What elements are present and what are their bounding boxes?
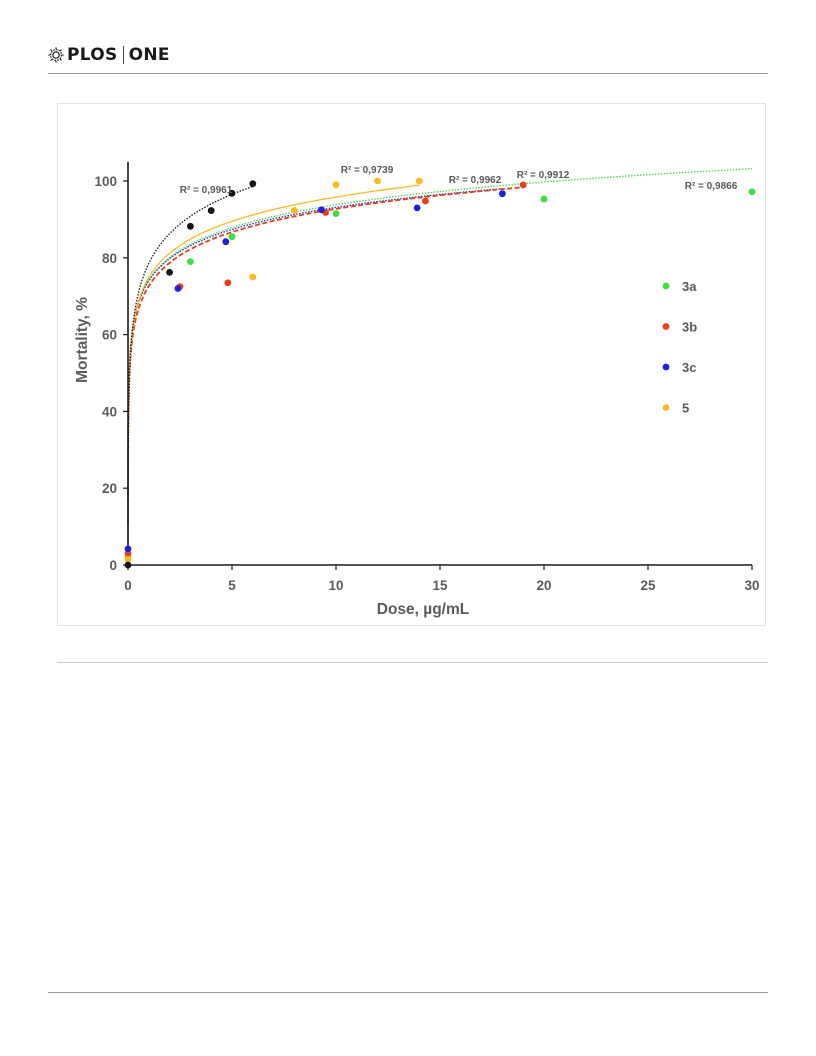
data-point-5	[124, 555, 132, 563]
r2-label-3b: R² = 0,9912	[517, 170, 570, 181]
data-point-unlabeled	[207, 207, 215, 214]
y-axis-title: Mortality, %	[74, 297, 91, 383]
data-point-5	[249, 273, 257, 281]
data-point-5	[332, 181, 340, 189]
page-footer-rule	[48, 992, 768, 993]
data-point-5	[415, 177, 423, 185]
x-tick-label: 20	[536, 578, 551, 593]
legend-marker-3c	[662, 363, 670, 371]
data-point-3c	[499, 190, 506, 198]
figure-frame	[57, 103, 766, 626]
legend-marker-3b	[662, 323, 670, 330]
legend-label-3a: 3a	[682, 279, 697, 294]
data-point-unlabeled	[124, 561, 132, 569]
plos-sunburst-icon	[48, 47, 64, 63]
data-point-3a	[748, 188, 756, 196]
data-point-unlabeled	[249, 180, 257, 188]
axes: 0 5 10 15 20 25 30 0 20 40 60 80 100	[94, 161, 760, 593]
trendline-3a	[127, 168, 753, 515]
legend-marker-3a	[662, 282, 670, 290]
legend-label-3c: 3c	[682, 360, 696, 375]
data-points	[124, 177, 756, 569]
header-rule	[48, 73, 768, 74]
data-point-5	[291, 207, 298, 214]
logo-one[interactable]: ONE	[128, 45, 170, 65]
x-axis-title: Dose, µg/mL	[377, 601, 469, 618]
legend-label-3b: 3b	[682, 320, 697, 335]
trendlines	[127, 168, 753, 565]
legend: 3a 3b 3c 5	[662, 279, 697, 416]
figure-bottom-rule	[57, 662, 768, 663]
data-point-3b	[224, 279, 232, 287]
data-point-unlabeled	[166, 268, 174, 276]
journal-header: PLOS ONE	[48, 40, 170, 70]
data-point-3b	[422, 197, 429, 205]
r2-label-3c: R² = 0,9962	[449, 175, 502, 186]
data-point-3c	[174, 285, 182, 292]
data-point-3a	[187, 258, 194, 266]
r2-label-5: R² = 0,9739	[341, 165, 394, 176]
r2-label-3a: R² = 0,9866	[685, 181, 738, 192]
data-point-3c	[222, 238, 230, 246]
trendline-3b	[127, 186, 524, 526]
x-tick-label: 25	[640, 578, 656, 593]
y-tick-label: 0	[109, 558, 117, 573]
legend-label-5: 5	[682, 401, 689, 416]
data-point-3a	[332, 210, 340, 218]
r2-labels: R² = 0,9866 R² = 0,9912 R² = 0,9962 R² = 0,…	[180, 165, 738, 196]
y-tick-label: 80	[102, 251, 117, 266]
data-point-3c	[318, 206, 325, 214]
data-point-3c	[413, 204, 421, 212]
logo-divider	[122, 46, 124, 64]
data-point-3c	[124, 545, 132, 553]
x-tick-label: 30	[744, 578, 759, 593]
data-point-3b	[519, 181, 527, 189]
r2-label-unlabeled: R² = 0,9961	[180, 185, 233, 196]
trendline-5	[127, 184, 420, 527]
trendline-3c	[127, 187, 503, 508]
x-tick-label: 0	[124, 578, 132, 593]
y-tick-label: 40	[102, 404, 117, 419]
data-point-3a	[540, 195, 548, 203]
trendline-unlabeled	[127, 185, 254, 565]
logo-plos[interactable]: PLOS	[67, 45, 118, 65]
data-point-3a	[228, 233, 236, 241]
y-tick-label: 20	[102, 481, 117, 496]
legend-marker-5	[662, 404, 670, 411]
y-tick-label: 100	[94, 174, 117, 189]
x-tick-label: 5	[228, 578, 236, 593]
data-point-unlabeled	[228, 189, 236, 197]
x-tick-label: 15	[432, 578, 448, 593]
data-point-unlabeled	[187, 222, 194, 230]
data-point-5	[374, 177, 381, 185]
y-tick-label: 60	[102, 328, 117, 343]
x-tick-label: 10	[328, 578, 343, 593]
